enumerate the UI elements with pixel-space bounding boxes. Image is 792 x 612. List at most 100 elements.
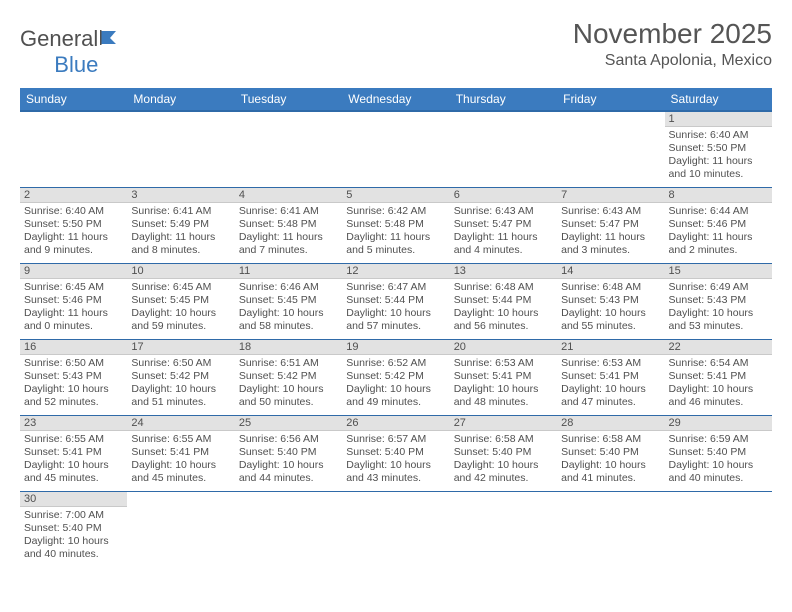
week-row: 9Sunrise: 6:45 AMSunset: 5:46 PMDaylight… <box>20 263 772 339</box>
week-row: 23Sunrise: 6:55 AMSunset: 5:41 PMDayligh… <box>20 415 772 491</box>
daylight-text: Daylight: 10 hours and 53 minutes. <box>669 307 768 333</box>
sunset-text: Sunset: 5:47 PM <box>561 218 660 231</box>
sunrise-text: Sunrise: 6:47 AM <box>346 281 445 294</box>
sunset-text: Sunset: 5:44 PM <box>346 294 445 307</box>
day-details: Sunrise: 6:44 AMSunset: 5:46 PMDaylight:… <box>665 203 772 262</box>
daylight-text: Daylight: 11 hours and 2 minutes. <box>669 231 768 257</box>
day-details: Sunrise: 6:55 AMSunset: 5:41 PMDaylight:… <box>20 431 127 490</box>
logo-text-general: General <box>20 26 98 52</box>
sunrise-text: Sunrise: 6:54 AM <box>669 357 768 370</box>
sunset-text: Sunset: 5:41 PM <box>131 446 230 459</box>
day-details: Sunrise: 6:52 AMSunset: 5:42 PMDaylight:… <box>342 355 449 414</box>
sunrise-text: Sunrise: 6:43 AM <box>561 205 660 218</box>
sunset-text: Sunset: 5:50 PM <box>669 142 768 155</box>
day-details: Sunrise: 6:45 AMSunset: 5:46 PMDaylight:… <box>20 279 127 338</box>
sunset-text: Sunset: 5:40 PM <box>669 446 768 459</box>
daylight-text: Daylight: 10 hours and 42 minutes. <box>454 459 553 485</box>
day-cell: 14Sunrise: 6:48 AMSunset: 5:43 PMDayligh… <box>557 263 664 339</box>
location: Santa Apolonia, Mexico <box>573 52 772 70</box>
day-cell: 15Sunrise: 6:49 AMSunset: 5:43 PMDayligh… <box>665 263 772 339</box>
day-number: 19 <box>342 340 449 355</box>
day-details: Sunrise: 6:48 AMSunset: 5:44 PMDaylight:… <box>450 279 557 338</box>
day-cell: 25Sunrise: 6:56 AMSunset: 5:40 PMDayligh… <box>235 415 342 491</box>
sunrise-text: Sunrise: 6:42 AM <box>346 205 445 218</box>
sunset-text: Sunset: 5:44 PM <box>454 294 553 307</box>
day-number: 5 <box>342 188 449 203</box>
day-details: Sunrise: 6:49 AMSunset: 5:43 PMDaylight:… <box>665 279 772 338</box>
day-details: Sunrise: 6:46 AMSunset: 5:45 PMDaylight:… <box>235 279 342 338</box>
sunrise-text: Sunrise: 6:40 AM <box>669 129 768 142</box>
day-cell <box>235 111 342 187</box>
day-details: Sunrise: 6:55 AMSunset: 5:41 PMDaylight:… <box>127 431 234 490</box>
day-details: Sunrise: 6:43 AMSunset: 5:47 PMDaylight:… <box>557 203 664 262</box>
weekday-header: Saturday <box>665 88 772 111</box>
day-cell: 20Sunrise: 6:53 AMSunset: 5:41 PMDayligh… <box>450 339 557 415</box>
daylight-text: Daylight: 10 hours and 59 minutes. <box>131 307 230 333</box>
day-number: 22 <box>665 340 772 355</box>
sunrise-text: Sunrise: 6:44 AM <box>669 205 768 218</box>
sunset-text: Sunset: 5:40 PM <box>239 446 338 459</box>
weekday-header: Thursday <box>450 88 557 111</box>
day-number: 24 <box>127 416 234 431</box>
day-cell: 19Sunrise: 6:52 AMSunset: 5:42 PMDayligh… <box>342 339 449 415</box>
sunrise-text: Sunrise: 6:51 AM <box>239 357 338 370</box>
daylight-text: Daylight: 11 hours and 7 minutes. <box>239 231 338 257</box>
logo-text-blue: Blue <box>54 52 98 78</box>
daylight-text: Daylight: 11 hours and 9 minutes. <box>24 231 123 257</box>
day-details: Sunrise: 6:47 AMSunset: 5:44 PMDaylight:… <box>342 279 449 338</box>
day-number: 28 <box>557 416 664 431</box>
day-cell: 9Sunrise: 6:45 AMSunset: 5:46 PMDaylight… <box>20 263 127 339</box>
daylight-text: Daylight: 11 hours and 4 minutes. <box>454 231 553 257</box>
day-details: Sunrise: 6:48 AMSunset: 5:43 PMDaylight:… <box>557 279 664 338</box>
daylight-text: Daylight: 10 hours and 47 minutes. <box>561 383 660 409</box>
day-cell <box>127 491 234 567</box>
day-cell: 26Sunrise: 6:57 AMSunset: 5:40 PMDayligh… <box>342 415 449 491</box>
sunset-text: Sunset: 5:45 PM <box>239 294 338 307</box>
sunrise-text: Sunrise: 6:45 AM <box>24 281 123 294</box>
sunset-text: Sunset: 5:40 PM <box>24 522 123 535</box>
day-number: 3 <box>127 188 234 203</box>
sunset-text: Sunset: 5:40 PM <box>346 446 445 459</box>
week-row: 30Sunrise: 7:00 AMSunset: 5:40 PMDayligh… <box>20 491 772 567</box>
sunrise-text: Sunrise: 6:55 AM <box>24 433 123 446</box>
sunset-text: Sunset: 5:42 PM <box>239 370 338 383</box>
daylight-text: Daylight: 10 hours and 50 minutes. <box>239 383 338 409</box>
day-cell <box>450 491 557 567</box>
day-cell: 6Sunrise: 6:43 AMSunset: 5:47 PMDaylight… <box>450 187 557 263</box>
day-cell: 11Sunrise: 6:46 AMSunset: 5:45 PMDayligh… <box>235 263 342 339</box>
day-cell: 23Sunrise: 6:55 AMSunset: 5:41 PMDayligh… <box>20 415 127 491</box>
day-number: 8 <box>665 188 772 203</box>
sunset-text: Sunset: 5:41 PM <box>24 446 123 459</box>
day-cell: 8Sunrise: 6:44 AMSunset: 5:46 PMDaylight… <box>665 187 772 263</box>
sunrise-text: Sunrise: 6:53 AM <box>561 357 660 370</box>
day-number: 26 <box>342 416 449 431</box>
day-cell <box>557 491 664 567</box>
day-cell: 24Sunrise: 6:55 AMSunset: 5:41 PMDayligh… <box>127 415 234 491</box>
day-cell <box>235 491 342 567</box>
day-number: 15 <box>665 264 772 279</box>
sunrise-text: Sunrise: 7:00 AM <box>24 509 123 522</box>
daylight-text: Daylight: 10 hours and 49 minutes. <box>346 383 445 409</box>
daylight-text: Daylight: 10 hours and 46 minutes. <box>669 383 768 409</box>
week-row: 1Sunrise: 6:40 AMSunset: 5:50 PMDaylight… <box>20 111 772 187</box>
daylight-text: Daylight: 10 hours and 45 minutes. <box>24 459 123 485</box>
daylight-text: Daylight: 10 hours and 56 minutes. <box>454 307 553 333</box>
day-details: Sunrise: 6:45 AMSunset: 5:45 PMDaylight:… <box>127 279 234 338</box>
daylight-text: Daylight: 11 hours and 10 minutes. <box>669 155 768 181</box>
weekday-header: Tuesday <box>235 88 342 111</box>
day-details: Sunrise: 6:57 AMSunset: 5:40 PMDaylight:… <box>342 431 449 490</box>
logo: General <box>20 26 122 52</box>
day-number: 21 <box>557 340 664 355</box>
daylight-text: Daylight: 11 hours and 0 minutes. <box>24 307 123 333</box>
daylight-text: Daylight: 11 hours and 5 minutes. <box>346 231 445 257</box>
daylight-text: Daylight: 10 hours and 43 minutes. <box>346 459 445 485</box>
day-number: 29 <box>665 416 772 431</box>
day-details: Sunrise: 6:56 AMSunset: 5:40 PMDaylight:… <box>235 431 342 490</box>
daylight-text: Daylight: 11 hours and 3 minutes. <box>561 231 660 257</box>
sunset-text: Sunset: 5:47 PM <box>454 218 553 231</box>
day-cell: 29Sunrise: 6:59 AMSunset: 5:40 PMDayligh… <box>665 415 772 491</box>
day-details: Sunrise: 6:40 AMSunset: 5:50 PMDaylight:… <box>20 203 127 262</box>
sunset-text: Sunset: 5:43 PM <box>24 370 123 383</box>
day-cell: 17Sunrise: 6:50 AMSunset: 5:42 PMDayligh… <box>127 339 234 415</box>
sunset-text: Sunset: 5:43 PM <box>561 294 660 307</box>
